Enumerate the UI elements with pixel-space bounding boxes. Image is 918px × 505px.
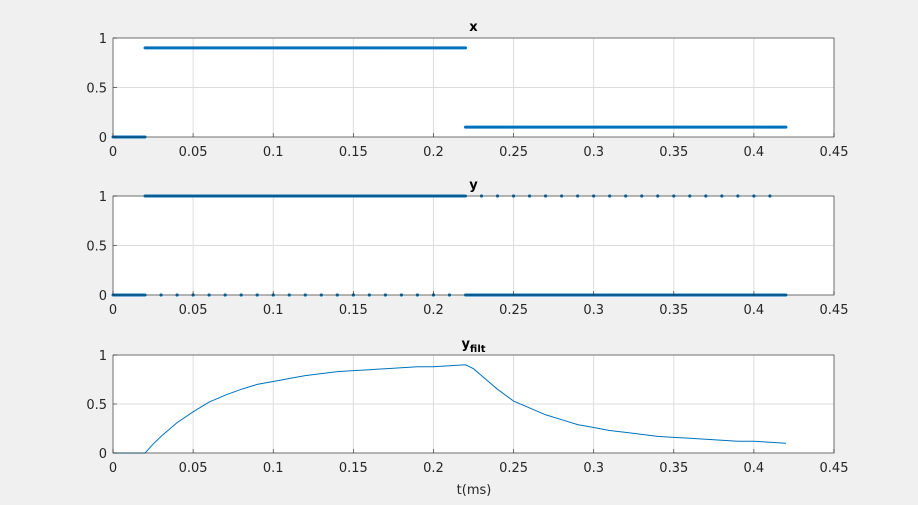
y-tick-label: 0.5 bbox=[86, 82, 107, 97]
subplot-x: 0 0.05 0.1 0.15 0.2 0.25 0.3 0.35 0.4 0.45 0 0.5 1 x bbox=[86, 20, 848, 160]
y-tick-label: 1 bbox=[99, 32, 107, 47]
subplot-yfilt: 0 0.05 0.1 0.15 0.2 0.25 0.3 0.35 0.4 0.45 0 0.5 1 yf… bbox=[86, 337, 848, 476]
x-tick-label: 0.3 bbox=[583, 303, 604, 318]
chart-title-main: x bbox=[469, 20, 478, 35]
x-tick-label: 0 bbox=[109, 461, 117, 476]
x-tick-label: 0.45 bbox=[820, 145, 849, 160]
x-tick-label: 0 bbox=[109, 145, 117, 160]
x-tick-label: 0.25 bbox=[499, 461, 528, 476]
data-line bbox=[113, 364, 786, 454]
y-tick-label: 0 bbox=[99, 289, 107, 304]
x-tick-label: 0.3 bbox=[583, 461, 604, 476]
x-tick-label: 0.1 bbox=[263, 303, 284, 318]
y-tick-label: 1 bbox=[99, 349, 107, 364]
x-tick-label: 0.1 bbox=[263, 145, 284, 160]
x-tick-label: 0 bbox=[109, 303, 117, 318]
y-tick-label: 1 bbox=[99, 190, 107, 205]
x-tick-label: 0.45 bbox=[820, 461, 849, 476]
x-tick-label: 0.3 bbox=[583, 145, 604, 160]
subplot-y: 0 0.05 0.1 0.15 0.2 0.25 0.3 0.35 0.4 0.45 0 0.5 1 y bbox=[86, 178, 848, 318]
x-tick-label: 0.05 bbox=[179, 461, 208, 476]
chart-title-main: y bbox=[461, 337, 470, 352]
y-tick-label: 0.5 bbox=[86, 240, 107, 255]
x-tick-label: 0.4 bbox=[744, 461, 765, 476]
x-tick-label: 0.4 bbox=[744, 303, 765, 318]
chart-title: x bbox=[469, 20, 478, 35]
y-tick-label: 0 bbox=[99, 131, 107, 146]
x-tick-label: 0.05 bbox=[179, 145, 208, 160]
x-tick-label: 0.4 bbox=[744, 145, 765, 160]
chart-title: y bbox=[469, 178, 478, 193]
x-tick-label: 0.35 bbox=[659, 461, 688, 476]
x-tick-label: 0.2 bbox=[423, 303, 444, 318]
x-tick-label: 0.35 bbox=[659, 303, 688, 318]
x-tick-label: 0.15 bbox=[339, 145, 368, 160]
y-tick-label: 0 bbox=[99, 447, 107, 462]
x-tick-label: 0.25 bbox=[499, 145, 528, 160]
x-tick-label: 0.45 bbox=[820, 303, 849, 318]
x-tick-label: 0.15 bbox=[339, 461, 368, 476]
x-tick-label: 0.1 bbox=[263, 461, 284, 476]
x-axis-label: t(ms) bbox=[457, 483, 492, 498]
chart-title-subscript: filt bbox=[470, 344, 486, 355]
chart-title-main: y bbox=[469, 178, 478, 193]
y-tick-label: 0.5 bbox=[86, 398, 107, 413]
x-tick-label: 0.25 bbox=[499, 303, 528, 318]
x-tick-label: 0.2 bbox=[423, 461, 444, 476]
x-tick-label: 0.2 bbox=[423, 145, 444, 160]
chart-title: yfilt bbox=[461, 337, 485, 355]
x-tick-label: 0.15 bbox=[339, 303, 368, 318]
x-tick-label: 0.05 bbox=[179, 303, 208, 318]
x-tick-label: 0.35 bbox=[659, 145, 688, 160]
